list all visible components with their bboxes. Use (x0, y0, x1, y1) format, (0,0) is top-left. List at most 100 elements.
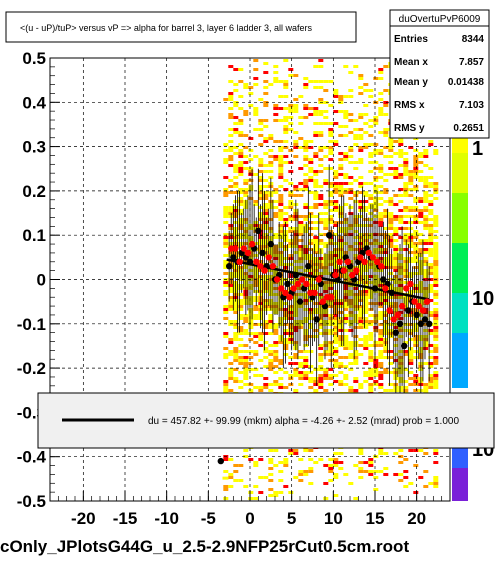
heat-cell (363, 470, 369, 473)
heat-cell (423, 242, 429, 245)
heat-cell (433, 317, 439, 320)
heat-cell (273, 200, 279, 203)
heat-cell (373, 251, 379, 254)
heat-cell (233, 377, 239, 380)
heat-cell (383, 89, 389, 92)
heat-cell (298, 182, 304, 185)
heat-cell (378, 77, 384, 80)
heat-cell (338, 365, 344, 368)
heat-cell (303, 371, 309, 374)
heat-cell (353, 248, 359, 251)
red-point (394, 311, 402, 319)
heat-cell (433, 332, 439, 335)
heat-cell (373, 143, 379, 146)
heat-cell (253, 335, 259, 338)
heat-cell (298, 356, 304, 359)
heat-cell (268, 332, 274, 335)
heat-cell (338, 344, 344, 347)
heat-cell (288, 215, 294, 218)
heat-cell (273, 140, 279, 143)
heat-cell (228, 272, 234, 275)
heat-cell (263, 206, 269, 209)
heat-cell (263, 233, 269, 236)
heat-cell (328, 464, 334, 467)
heat-cell (318, 386, 324, 389)
heat-cell (348, 293, 354, 296)
heat-cell (313, 191, 319, 194)
heat-cell (413, 176, 419, 179)
heat-cell (368, 470, 374, 473)
heat-cell (233, 320, 239, 323)
heat-cell (223, 305, 229, 308)
heat-cell (243, 374, 249, 377)
heat-cell (433, 260, 439, 263)
heat-cell (293, 98, 299, 101)
heat-cell (428, 185, 434, 188)
heat-cell (418, 215, 424, 218)
heat-cell (313, 368, 319, 371)
heat-cell (378, 302, 384, 305)
heat-cell (268, 383, 274, 386)
heat-cell (353, 191, 359, 194)
heat-cell (378, 317, 384, 320)
heat-cell (368, 356, 374, 359)
heat-cell (398, 266, 404, 269)
heat-cell (233, 152, 239, 155)
heat-cell (348, 212, 354, 215)
heat-cell (258, 389, 264, 392)
heat-cell (353, 341, 359, 344)
heat-cell (278, 170, 284, 173)
heat-cell (348, 131, 354, 134)
heat-cell (303, 83, 309, 86)
heat-cell (248, 185, 254, 188)
heat-cell (223, 488, 229, 491)
heat-cell (233, 305, 239, 308)
heat-cell (328, 131, 334, 134)
heat-cell (238, 227, 244, 230)
heat-cell (398, 389, 404, 392)
heat-cell (223, 485, 229, 488)
heat-cell (238, 299, 244, 302)
heat-cell (238, 332, 244, 335)
heat-cell (408, 146, 414, 149)
heat-cell (238, 152, 244, 155)
heat-cell (258, 158, 264, 161)
heat-cell (348, 353, 354, 356)
heat-cell (353, 257, 359, 260)
heat-cell (348, 305, 354, 308)
black-point (326, 232, 333, 239)
heat-cell (428, 365, 434, 368)
heat-cell (323, 212, 329, 215)
heat-cell (383, 179, 389, 182)
heat-cell (273, 329, 279, 332)
heat-cell (323, 290, 329, 293)
heat-cell (318, 218, 324, 221)
heat-cell (363, 320, 369, 323)
heat-cell (328, 200, 334, 203)
heat-cell (378, 251, 384, 254)
heat-cell (433, 197, 439, 200)
heat-cell (368, 119, 374, 122)
heat-cell (373, 362, 379, 365)
heat-cell (378, 110, 384, 113)
heat-cell (308, 107, 314, 110)
heat-cell (368, 377, 374, 380)
heat-cell (328, 377, 334, 380)
heat-cell (263, 245, 269, 248)
heat-cell (303, 317, 309, 320)
heat-cell (378, 290, 384, 293)
heat-cell (338, 230, 344, 233)
heat-cell (253, 77, 259, 80)
heat-cell (378, 71, 384, 74)
heat-cell (273, 191, 279, 194)
heat-cell (373, 275, 379, 278)
heat-cell (348, 146, 354, 149)
heat-cell (388, 362, 394, 365)
heat-cell (263, 191, 269, 194)
heat-cell (273, 104, 279, 107)
heat-cell (433, 218, 439, 221)
heat-cell (298, 137, 304, 140)
heat-cell (318, 86, 324, 89)
heat-cell (403, 281, 409, 284)
heat-cell (263, 152, 269, 155)
